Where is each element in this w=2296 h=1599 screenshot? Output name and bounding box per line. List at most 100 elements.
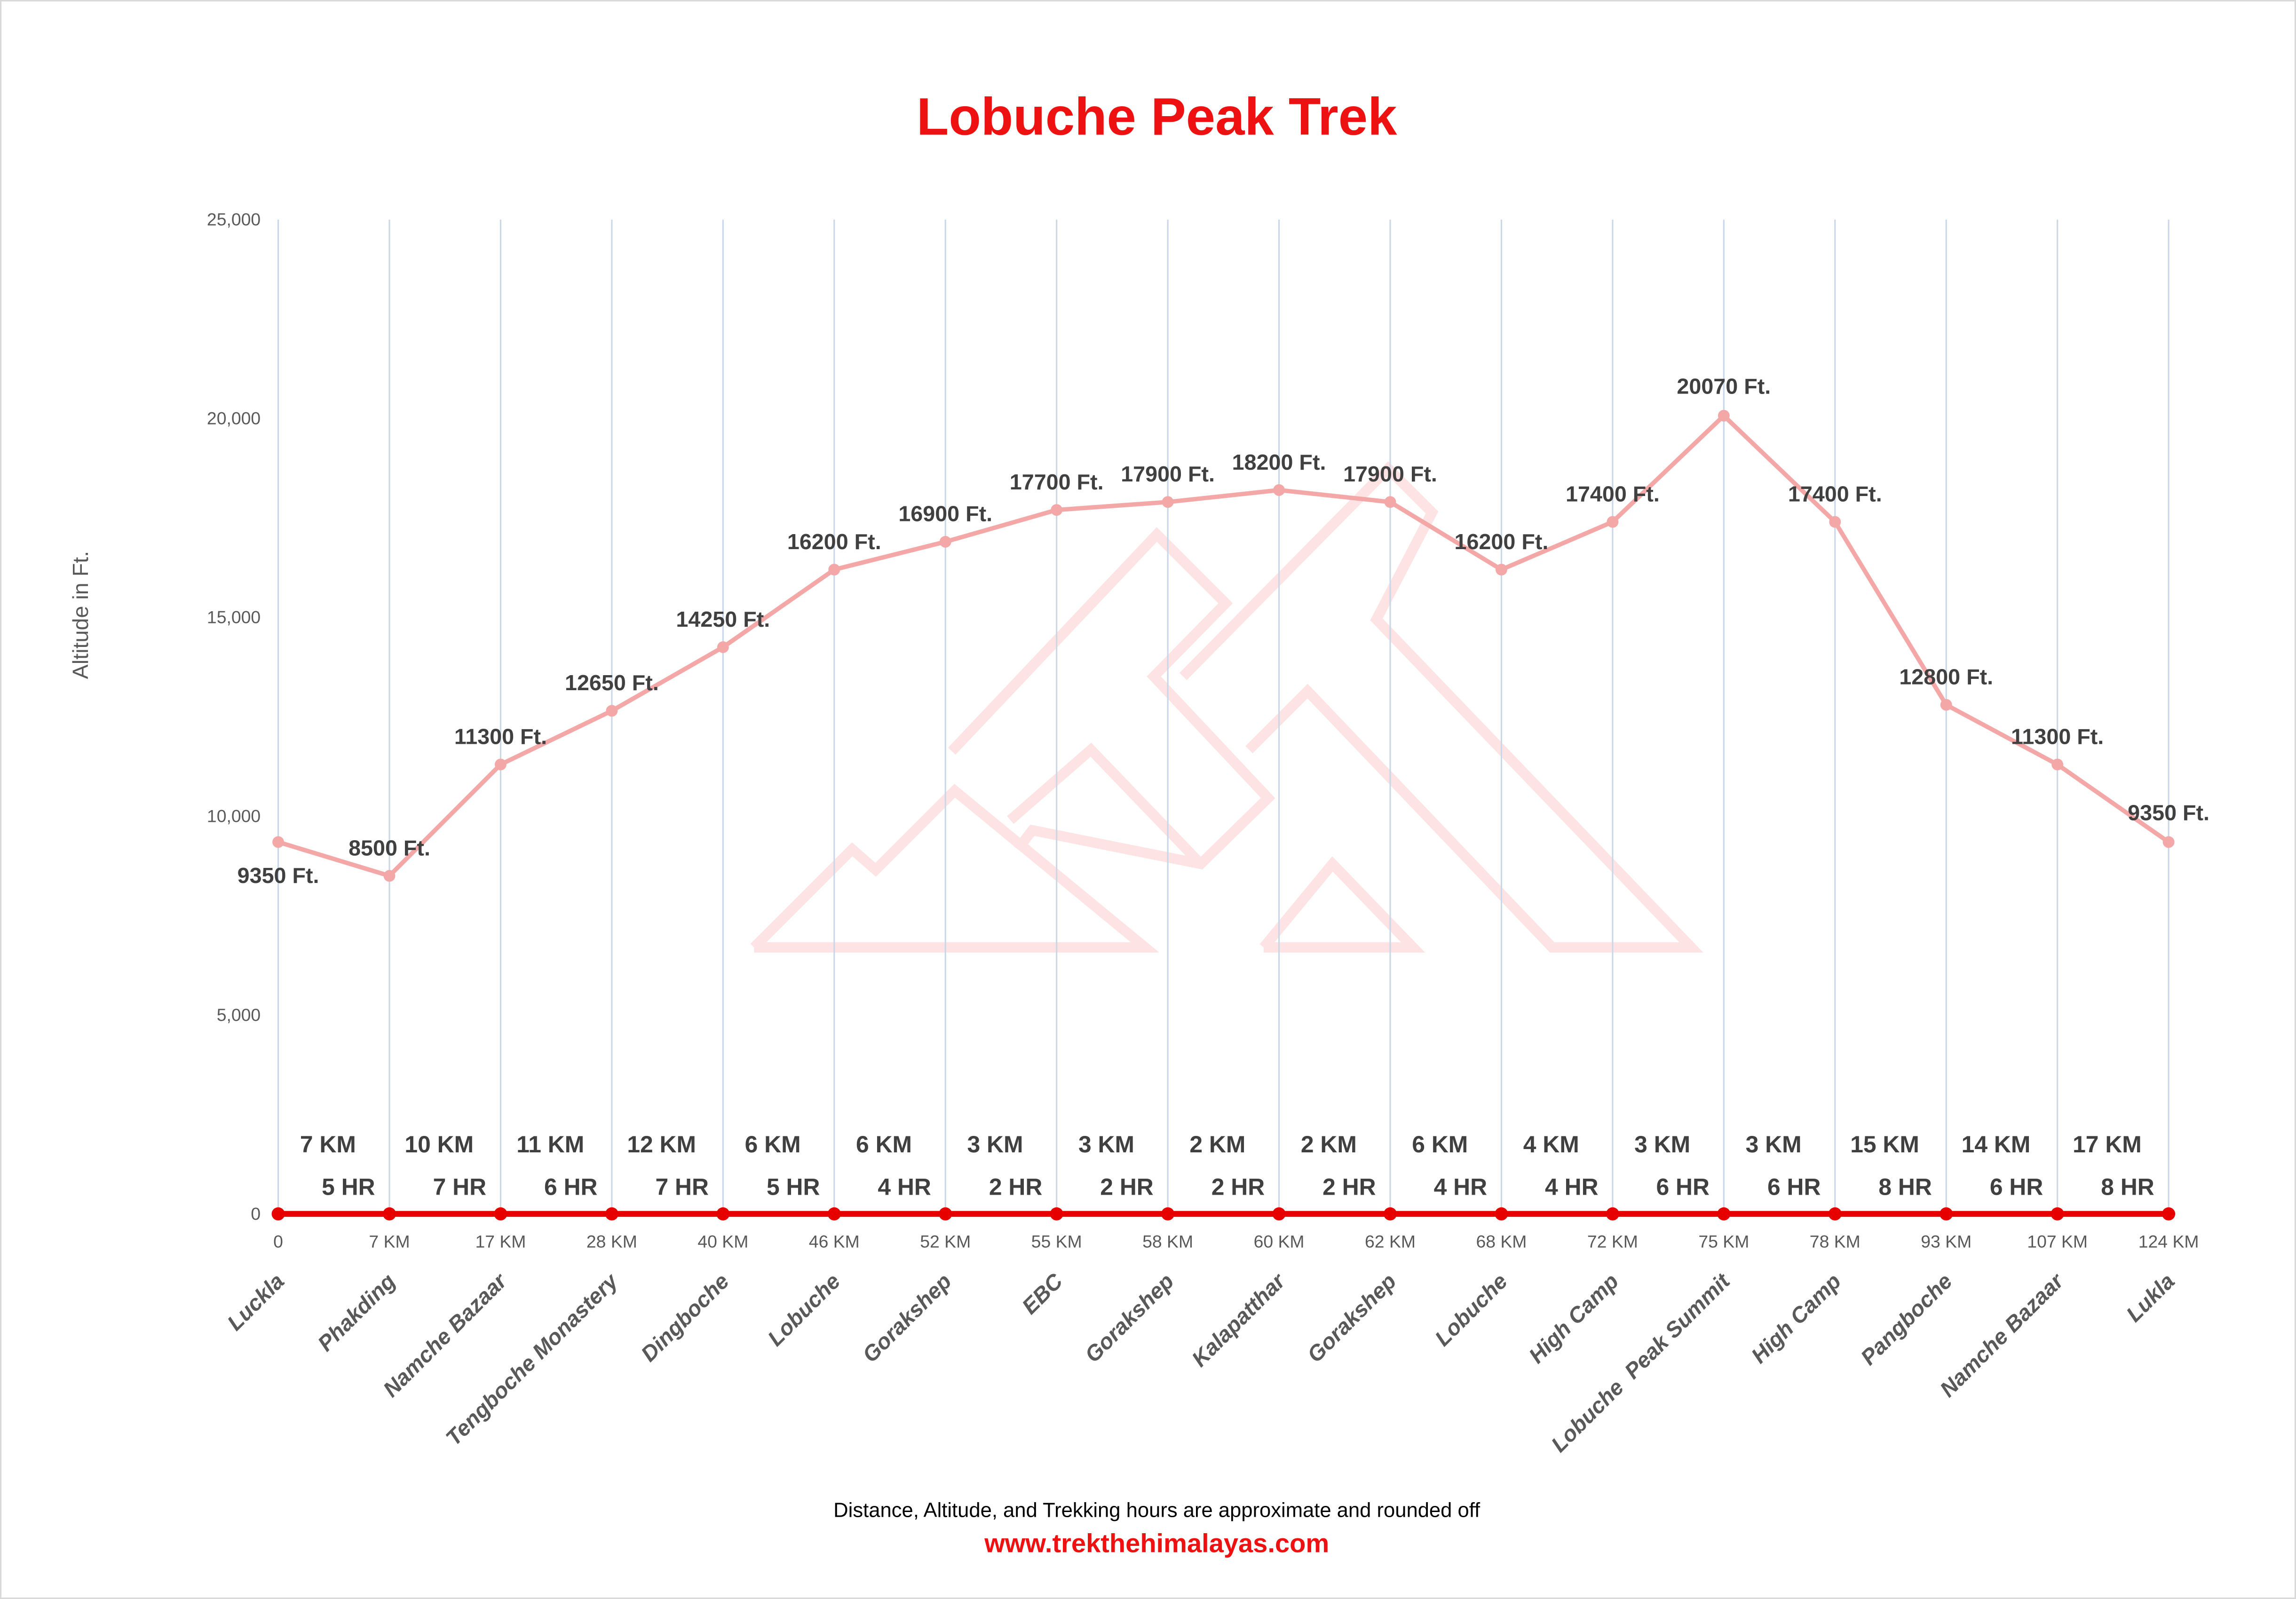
altitude-label: 9350 Ft. bbox=[2128, 800, 2209, 825]
altitude-point bbox=[1496, 564, 1507, 576]
segment-distance-label: 3 KM bbox=[1746, 1131, 1802, 1158]
baseline-point bbox=[605, 1207, 618, 1221]
altitude-label: 12650 Ft. bbox=[565, 670, 659, 695]
y-tick-label: 25,000 bbox=[207, 210, 261, 229]
segment-hours-label: 4 HR bbox=[1545, 1174, 1598, 1200]
baseline-point bbox=[1050, 1207, 1063, 1221]
baseline-point bbox=[271, 1207, 285, 1221]
altitude-point bbox=[606, 705, 618, 717]
altitude-label: 8500 Ft. bbox=[348, 835, 430, 860]
segment-distance-label: 10 KM bbox=[404, 1131, 474, 1158]
x-tick-label: 28 KM bbox=[586, 1232, 637, 1252]
altitude-label: 12800 Ft. bbox=[1899, 665, 1993, 689]
segment-hours-label: 2 HR bbox=[1211, 1174, 1265, 1200]
y-axis-label: Altitude in Ft. bbox=[68, 551, 93, 679]
altitude-point bbox=[1607, 516, 1619, 528]
website-link[interactable]: www.trekthehimalayas.com bbox=[984, 1528, 1329, 1558]
baseline-point bbox=[1828, 1207, 1842, 1221]
altitude-point bbox=[939, 536, 951, 548]
y-tick-label: 0 bbox=[251, 1204, 261, 1223]
x-tick-label: 62 KM bbox=[1365, 1232, 1416, 1252]
segment-hours-label: 4 HR bbox=[878, 1174, 931, 1200]
segment-hours-label: 6 HR bbox=[544, 1174, 597, 1200]
segment-distance-label: 6 KM bbox=[1412, 1131, 1468, 1158]
altitude-point bbox=[1718, 410, 1730, 422]
altitude-point bbox=[1829, 516, 1841, 528]
y-tick-label: 5,000 bbox=[217, 1005, 261, 1024]
segment-distance-label: 11 KM bbox=[516, 1131, 584, 1158]
segment-distance-label: 3 KM bbox=[967, 1131, 1023, 1158]
segment-distance-label: 4 KM bbox=[1523, 1131, 1579, 1158]
segment-hours-label: 8 HR bbox=[2101, 1174, 2154, 1200]
series-lines bbox=[277, 412, 2170, 1217]
segment-hours-label: 6 HR bbox=[1990, 1174, 2043, 1200]
x-tick-label: 93 KM bbox=[1921, 1232, 1971, 1252]
segment-hours-label: 7 HR bbox=[433, 1174, 486, 1200]
segment-hours-label: 5 HR bbox=[322, 1174, 375, 1200]
segment-distance-label: 7 KM bbox=[300, 1131, 356, 1158]
x-tick-label: 78 KM bbox=[1810, 1232, 1861, 1252]
x-tick-label: 40 KM bbox=[697, 1232, 748, 1252]
segment-distance-label: 17 KM bbox=[2073, 1131, 2142, 1158]
altitude-label: 16200 Ft. bbox=[1455, 529, 1549, 554]
x-tick-label: 55 KM bbox=[1031, 1232, 1082, 1252]
x-tick-label: 68 KM bbox=[1476, 1232, 1527, 1252]
segment-hours-label: 7 HR bbox=[656, 1174, 709, 1200]
baseline-point bbox=[383, 1207, 396, 1221]
x-tick-label: 75 KM bbox=[1698, 1232, 1749, 1252]
x-tick-label: 60 KM bbox=[1254, 1232, 1305, 1252]
y-tick-label: 20,000 bbox=[207, 409, 261, 428]
baseline-point bbox=[2162, 1207, 2176, 1221]
y-tick-label: 10,000 bbox=[207, 806, 261, 826]
segment-hours-label: 6 HR bbox=[1656, 1174, 1710, 1200]
x-tick-label: 52 KM bbox=[920, 1232, 971, 1252]
altitude-label: 16200 Ft. bbox=[787, 529, 881, 554]
altitude-label: 14250 Ft. bbox=[676, 607, 770, 631]
x-tick-label: 107 KM bbox=[2027, 1232, 2088, 1252]
altitude-point bbox=[1051, 504, 1063, 516]
x-tick-label: 7 KM bbox=[369, 1232, 410, 1252]
y-axis: 0 5,000 10,000 15,000 20,000 25,000 bbox=[207, 210, 261, 1224]
gridlines bbox=[277, 220, 2169, 1214]
altitude-point bbox=[383, 870, 396, 882]
segment-hours-label: 2 HR bbox=[1322, 1174, 1376, 1200]
baseline-point bbox=[1272, 1207, 1286, 1221]
segment-hours-label: 8 HR bbox=[1878, 1174, 1932, 1200]
baseline-point bbox=[494, 1207, 507, 1221]
segment-distance-label: 6 KM bbox=[745, 1131, 801, 1158]
baseline-point bbox=[1940, 1207, 1953, 1221]
altitude-label: 11300 Ft. bbox=[454, 724, 547, 748]
x-tick-label: 124 KM bbox=[2138, 1232, 2199, 1252]
segment-hours-label: 5 HR bbox=[767, 1174, 820, 1200]
segment-hours-label: 2 HR bbox=[989, 1174, 1042, 1200]
segment-distance-label: 15 KM bbox=[1850, 1131, 1919, 1158]
altitude-label: 17400 Ft. bbox=[1566, 481, 1660, 506]
segment-distance-label: 2 KM bbox=[1189, 1131, 1245, 1158]
segment-distance-label: 3 KM bbox=[1634, 1131, 1690, 1158]
altitude-label: 17900 Ft. bbox=[1121, 462, 1215, 486]
segment-distance-label: 14 KM bbox=[1962, 1131, 2031, 1158]
altitude-point bbox=[2162, 836, 2175, 848]
baseline-point bbox=[827, 1207, 841, 1221]
data-marks bbox=[271, 410, 2176, 1221]
baseline-point bbox=[1161, 1207, 1175, 1221]
chart-title: Lobuche Peak Trek bbox=[917, 87, 1397, 146]
segment-hours-label: 2 HR bbox=[1100, 1174, 1153, 1200]
altitude-label: 17400 Ft. bbox=[1788, 481, 1882, 506]
altitude-label: 18200 Ft. bbox=[1232, 450, 1326, 474]
altitude-point bbox=[1384, 496, 1396, 508]
altitude-label: 20070 Ft. bbox=[1677, 374, 1771, 398]
segment-distance-label: 6 KM bbox=[856, 1131, 912, 1158]
baseline-point bbox=[1606, 1207, 1619, 1221]
baseline-point bbox=[716, 1207, 730, 1221]
segment-distance-label: 3 KM bbox=[1078, 1131, 1134, 1158]
baseline-point bbox=[1384, 1207, 1397, 1221]
altitude-point bbox=[272, 836, 285, 848]
segment-hours-label: 6 HR bbox=[1767, 1174, 1821, 1200]
x-tick-label: 46 KM bbox=[809, 1232, 860, 1252]
x-tick-label: 58 KM bbox=[1142, 1232, 1193, 1252]
altitude-point bbox=[1940, 699, 1952, 711]
baseline-point bbox=[1717, 1207, 1731, 1221]
